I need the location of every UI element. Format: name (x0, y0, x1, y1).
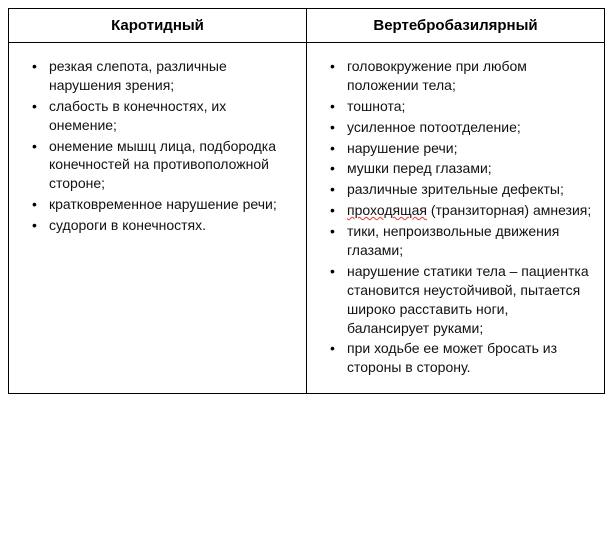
left-list: резкая слепота, различные нарушения зрен… (19, 57, 296, 235)
comparison-table: Каротидный Вертебробазилярный резкая сле… (8, 8, 605, 394)
list-item: нарушение статики тела – пациентка стано… (317, 262, 594, 338)
list-item: тики, непроизвольные движения глазами; (317, 222, 594, 260)
cell-right: головокружение при любом положении тела;… (307, 43, 605, 394)
list-item: нарушение речи; (317, 139, 594, 158)
list-item: мушки перед глазами; (317, 159, 594, 178)
list-item: кратковременное нарушение речи; (19, 195, 296, 214)
list-item: различные зрительные дефекты; (317, 180, 594, 199)
list-item: усиленное потоотделение; (317, 118, 594, 137)
list-item: проходящая (транзиторная) амнезия; (317, 201, 594, 220)
list-item: судороги в конечностях. (19, 216, 296, 235)
column-header-right: Вертебробазилярный (307, 9, 605, 43)
table-row: резкая слепота, различные нарушения зрен… (9, 43, 605, 394)
column-header-left: Каротидный (9, 9, 307, 43)
list-item: тошнота; (317, 97, 594, 116)
list-item: резкая слепота, различные нарушения зрен… (19, 57, 296, 95)
list-item: головокружение при любом положении тела; (317, 57, 594, 95)
table-header-row: Каротидный Вертебробазилярный (9, 9, 605, 43)
right-list: головокружение при любом положении тела;… (317, 57, 594, 377)
list-item: онемение мышц лица, подбородка конечност… (19, 137, 296, 194)
list-item: слабость в конечностях, их онемение; (19, 97, 296, 135)
cell-left: резкая слепота, различные нарушения зрен… (9, 43, 307, 394)
spellcheck-underline: проходящая (347, 202, 427, 218)
list-item: при ходьбе ее может бросать из стороны в… (317, 339, 594, 377)
